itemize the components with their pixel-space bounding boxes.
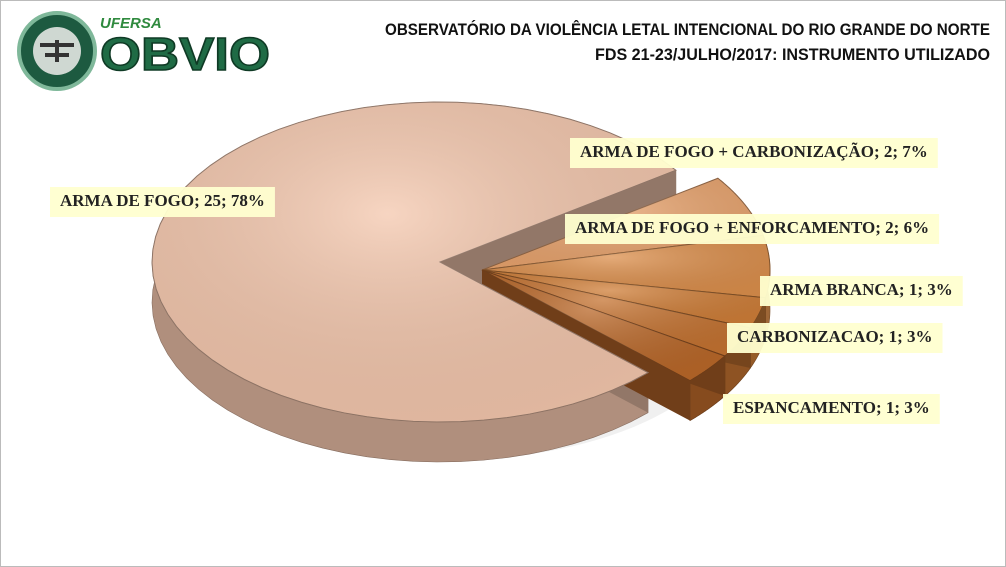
data-label-group: CARBONIZACAO; 1; 3%	[727, 323, 943, 353]
chart-title: OBSERVATÓRIO DA VIOLÊNCIA LETAL INTENCIO…	[385, 20, 990, 39]
pie-slice-gloss	[482, 270, 766, 328]
data-label-group: ESPANCAMENTO; 1; 3%	[723, 394, 940, 424]
data-label: CARBONIZACAO; 1; 3%	[737, 327, 933, 346]
logo-org: UFERSA	[100, 15, 162, 32]
data-label-group: ARMA DE FOGO; 25; 78%	[50, 187, 275, 217]
data-label-box	[727, 323, 943, 353]
data-label: ARMA DE FOGO + ENFORCAMENTO; 2; 6%	[575, 218, 929, 237]
data-label: ARMA DE FOGO + CARBONIZAÇÃO; 2; 7%	[580, 142, 928, 161]
logo-text: OBVIO	[100, 28, 270, 80]
pie-slice-gloss	[482, 270, 751, 356]
data-label-box	[565, 214, 940, 244]
data-label-box	[760, 276, 963, 306]
data-label-box	[723, 394, 940, 424]
data-label: ESPANCAMENTO; 1; 3%	[733, 398, 930, 417]
pie-slice-gloss	[152, 102, 676, 422]
pie-slice-gloss	[482, 235, 770, 298]
chart-subtitle: FDS 21-23/JULHO/2017: INSTRUMENTO UTILIZ…	[595, 45, 990, 64]
data-label: ARMA DE FOGO; 25; 78%	[60, 191, 265, 210]
pie-slice-gloss	[482, 270, 725, 381]
data-label: ARMA BRANCA; 1; 3%	[770, 280, 953, 299]
logo: UFERSA OBVIO	[17, 11, 271, 91]
logo-drone	[40, 40, 74, 62]
data-label-group: ARMA DE FOGO + ENFORCAMENTO; 2; 6%	[565, 214, 940, 244]
data-label-box	[570, 138, 938, 168]
data-label-group: ARMA DE FOGO + CARBONIZAÇÃO; 2; 7%	[570, 138, 938, 168]
data-label-group: ARMA BRANCA; 1; 3%	[760, 276, 963, 306]
data-label-box	[50, 187, 275, 217]
